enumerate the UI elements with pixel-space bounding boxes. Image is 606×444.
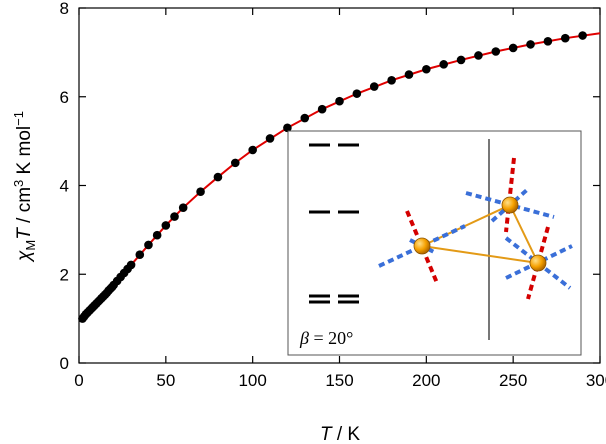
data-point — [474, 51, 483, 60]
data-point — [369, 82, 379, 91]
y-axis-ticks: 0 2 4 6 8 — [60, 0, 600, 373]
experimental-points — [78, 31, 587, 323]
data-point — [352, 89, 362, 98]
data-point — [126, 260, 136, 270]
atom-3-red-axis — [526, 226, 550, 300]
x-tick-label: 50 — [156, 371, 175, 390]
data-point — [404, 70, 414, 79]
data-point — [456, 55, 466, 65]
inset-angle-var: β — [299, 328, 309, 348]
data-point — [144, 240, 153, 250]
bond-2-3 — [509, 204, 539, 264]
data-point — [178, 203, 188, 212]
data-point — [231, 158, 240, 168]
x-tick-label: 300 — [586, 371, 606, 390]
inset: β = 20° — [287, 130, 582, 356]
data-point — [161, 221, 171, 230]
y-tick-label: 8 — [60, 0, 69, 18]
x-tick-label: 200 — [412, 371, 440, 390]
data-point — [213, 172, 223, 182]
x-tick-label: 0 — [74, 371, 83, 390]
y-axis-label-rest: / cm — [14, 187, 35, 228]
atom-1-blue-axis-a — [378, 224, 466, 268]
atom-3-blue-axis-b — [505, 244, 573, 280]
data-point — [439, 60, 449, 69]
atom-3 — [529, 254, 547, 272]
data-point — [543, 36, 553, 46]
data-point — [335, 96, 344, 106]
data-point — [560, 33, 570, 43]
y-axis-label-sup1: 3 — [11, 180, 26, 187]
x-tick-label: 150 — [325, 371, 353, 390]
x-tick-label: 250 — [499, 371, 527, 390]
data-point — [265, 134, 275, 143]
x-axis-ticks: 0 50 100 150 200 250 300 — [74, 8, 606, 390]
atom-1 — [413, 237, 431, 255]
bond-1-3 — [421, 245, 539, 264]
x-axis-label: T / K — [320, 424, 360, 444]
y-axis-label-mid: K mol — [14, 126, 35, 180]
atom-1-red-axis — [405, 210, 439, 284]
inset-frame — [287, 130, 582, 356]
data-point — [283, 123, 292, 133]
x-tick-label: 100 — [238, 371, 266, 390]
data-point — [491, 47, 501, 56]
data-point — [196, 187, 205, 197]
energy-level-diagram — [309, 143, 359, 304]
data-point — [387, 76, 396, 85]
data-point — [317, 104, 327, 114]
y-tick-label: 0 — [60, 354, 69, 373]
atom-2 — [501, 196, 519, 214]
y-axis-label-sup2: −1 — [11, 111, 26, 126]
data-point — [248, 145, 257, 155]
y-tick-label: 6 — [60, 88, 69, 107]
data-point — [300, 113, 310, 123]
inset-angle-value: = 20° — [309, 328, 353, 348]
y-axis-label: χMT / cm3 K mol−1 — [11, 111, 38, 263]
y-tick-label: 4 — [60, 177, 69, 196]
data-point — [422, 64, 431, 74]
data-point — [135, 250, 145, 260]
x-axis-label-unit: / K — [332, 424, 361, 444]
x-axis-label-var: T — [320, 424, 333, 444]
y-axis-label-sub: M — [23, 240, 38, 251]
data-point — [152, 230, 162, 240]
y-tick-label: 2 — [60, 265, 69, 284]
y-axis-label-var: T — [14, 227, 35, 240]
y-axis-label-chi: χ — [14, 250, 35, 263]
data-point — [170, 212, 179, 221]
data-point — [578, 31, 587, 40]
inset-angle-label: β = 20° — [299, 328, 353, 348]
data-point — [508, 43, 518, 53]
data-point — [526, 40, 535, 49]
atom-2-red-axis — [504, 157, 516, 233]
triangle-molecule — [378, 157, 573, 300]
